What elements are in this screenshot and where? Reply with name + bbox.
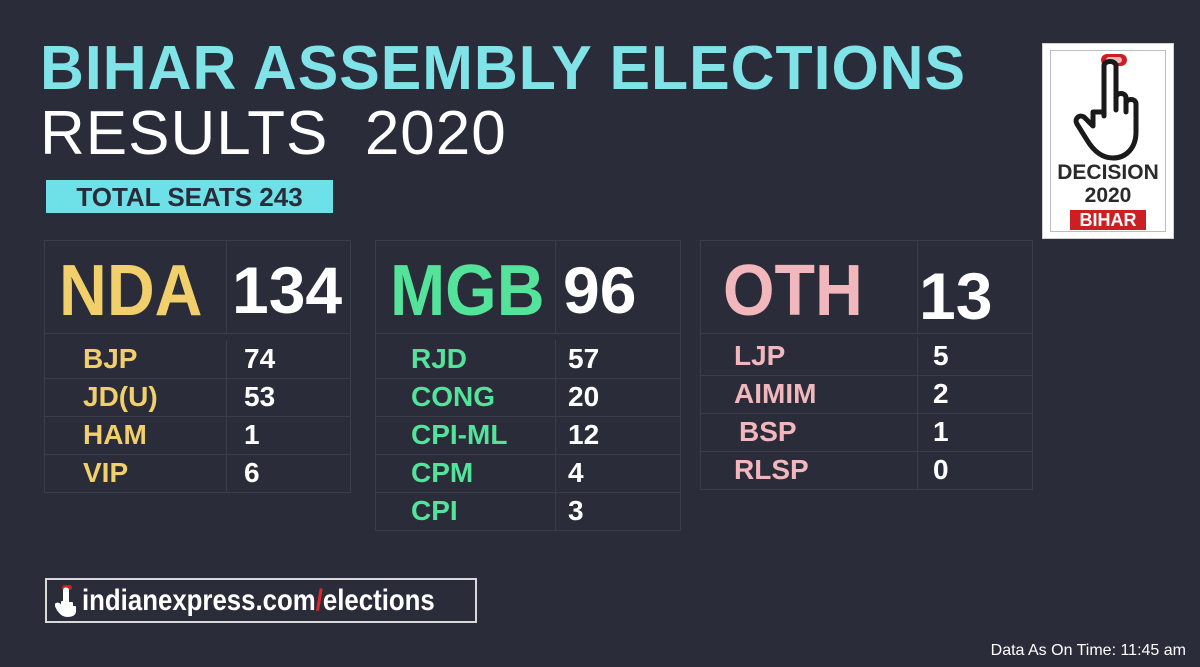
party-name: CONG bbox=[411, 381, 495, 412]
row-divider bbox=[226, 378, 227, 416]
total-seats-label: TOTAL SEATS 243 bbox=[76, 181, 303, 212]
party-name: CPM bbox=[411, 457, 474, 488]
party-row: CONG 20 bbox=[376, 378, 680, 417]
party-seats: 2 bbox=[933, 378, 949, 409]
title-line-1: BIHAR ASSEMBLY ELECTIONS bbox=[40, 34, 967, 103]
party-row: AIMIM 2 bbox=[701, 375, 1032, 414]
logo-line-2: 2020 bbox=[1084, 184, 1132, 207]
pointing-hand-icon bbox=[55, 585, 76, 617]
party-seats: 0 bbox=[933, 454, 949, 485]
party-name: CPI-ML bbox=[411, 419, 508, 450]
party-seats: 1 bbox=[244, 419, 260, 450]
alliance-total-oth: 13 bbox=[919, 259, 993, 333]
row-divider bbox=[555, 492, 556, 530]
party-name: BSP bbox=[739, 416, 797, 447]
party-name: VIP bbox=[83, 457, 129, 488]
logo-line-1: DECISION bbox=[1057, 161, 1159, 184]
party-row: BJP 74 bbox=[45, 340, 350, 379]
website-domain: indianexpress.com bbox=[82, 584, 316, 617]
row-divider bbox=[555, 378, 556, 416]
party-row: HAM 1 bbox=[45, 416, 350, 455]
party-row: BSP 1 bbox=[701, 413, 1032, 452]
decision-2020-logo: DECISION 2020 BIHAR bbox=[1042, 43, 1174, 239]
party-seats: 4 bbox=[568, 457, 584, 488]
nda-panel: NDA 134 BJP 74 JD(U) 53 HAM 1 VIP 6 bbox=[44, 240, 351, 493]
party-seats: 53 bbox=[244, 381, 276, 412]
party-name: HAM bbox=[83, 419, 147, 450]
alliance-name-nda: NDA bbox=[59, 251, 203, 331]
alliance-name-oth: OTH bbox=[723, 251, 863, 331]
mgb-header-divider bbox=[376, 333, 680, 334]
party-seats: 5 bbox=[933, 340, 949, 371]
row-divider bbox=[917, 451, 918, 489]
party-row: RLSP 0 bbox=[701, 451, 1032, 489]
alliance-total-nda: 134 bbox=[232, 253, 343, 327]
party-seats: 20 bbox=[568, 381, 600, 412]
row-divider bbox=[917, 337, 918, 375]
mgb-panel: MGB 96 RJD 57 CONG 20 CPI-ML 12 CPM 4 CP… bbox=[375, 240, 681, 531]
party-name: JD(U) bbox=[83, 381, 158, 412]
party-row: CPI-ML 12 bbox=[376, 416, 680, 455]
party-name: BJP bbox=[83, 343, 138, 374]
party-seats: 74 bbox=[244, 343, 276, 374]
party-name: CPI bbox=[411, 495, 458, 526]
party-seats: 3 bbox=[568, 495, 584, 526]
pointing-hand-icon bbox=[1073, 54, 1139, 161]
party-row: RJD 57 bbox=[376, 340, 680, 379]
party-seats: 1 bbox=[933, 416, 949, 447]
party-name: AIMIM bbox=[734, 378, 817, 409]
row-divider bbox=[226, 416, 227, 454]
total-seats-badge: TOTAL SEATS 243 bbox=[46, 180, 333, 213]
party-row: LJP 5 bbox=[701, 337, 1032, 376]
party-row: CPI 3 bbox=[376, 492, 680, 530]
website-url: indianexpress.com/elections bbox=[82, 586, 435, 616]
party-name: RLSP bbox=[734, 454, 809, 485]
party-name: RJD bbox=[411, 343, 468, 374]
alliance-name-mgb: MGB bbox=[390, 251, 545, 331]
row-divider bbox=[917, 413, 918, 451]
oth-header-divider bbox=[701, 333, 1032, 334]
nda-header-divider bbox=[45, 333, 350, 334]
mgb-name-cell: MGB bbox=[376, 241, 556, 333]
logo-line-3: BIHAR bbox=[1070, 210, 1146, 230]
row-divider bbox=[555, 416, 556, 454]
party-seats: 6 bbox=[244, 457, 260, 488]
row-divider bbox=[226, 340, 227, 378]
row-divider bbox=[226, 454, 227, 492]
party-row: CPM 4 bbox=[376, 454, 680, 493]
row-divider bbox=[555, 454, 556, 492]
party-seats: 57 bbox=[568, 343, 600, 374]
logo-frame bbox=[1050, 50, 1166, 232]
website-link[interactable]: indianexpress.com/elections bbox=[45, 578, 477, 623]
party-row: JD(U) 53 bbox=[45, 378, 350, 417]
party-seats: 12 bbox=[568, 419, 600, 450]
oth-name-cell: OTH bbox=[701, 241, 918, 333]
title-line-2: RESULTS 2020 bbox=[40, 99, 507, 168]
oth-panel: OTH 13 LJP 5 AIMIM 2 BSP 1 RLSP 0 bbox=[700, 240, 1033, 490]
party-row: VIP 6 bbox=[45, 454, 350, 492]
data-timestamp: Data As On Time: 11:45 am bbox=[990, 642, 1186, 659]
alliance-total-mgb: 96 bbox=[563, 253, 637, 327]
website-slash: / bbox=[315, 584, 323, 617]
party-name: LJP bbox=[734, 340, 786, 371]
row-divider bbox=[555, 340, 556, 378]
row-divider bbox=[917, 375, 918, 413]
website-path: elections bbox=[322, 584, 435, 617]
nda-name-cell: NDA bbox=[45, 241, 227, 333]
